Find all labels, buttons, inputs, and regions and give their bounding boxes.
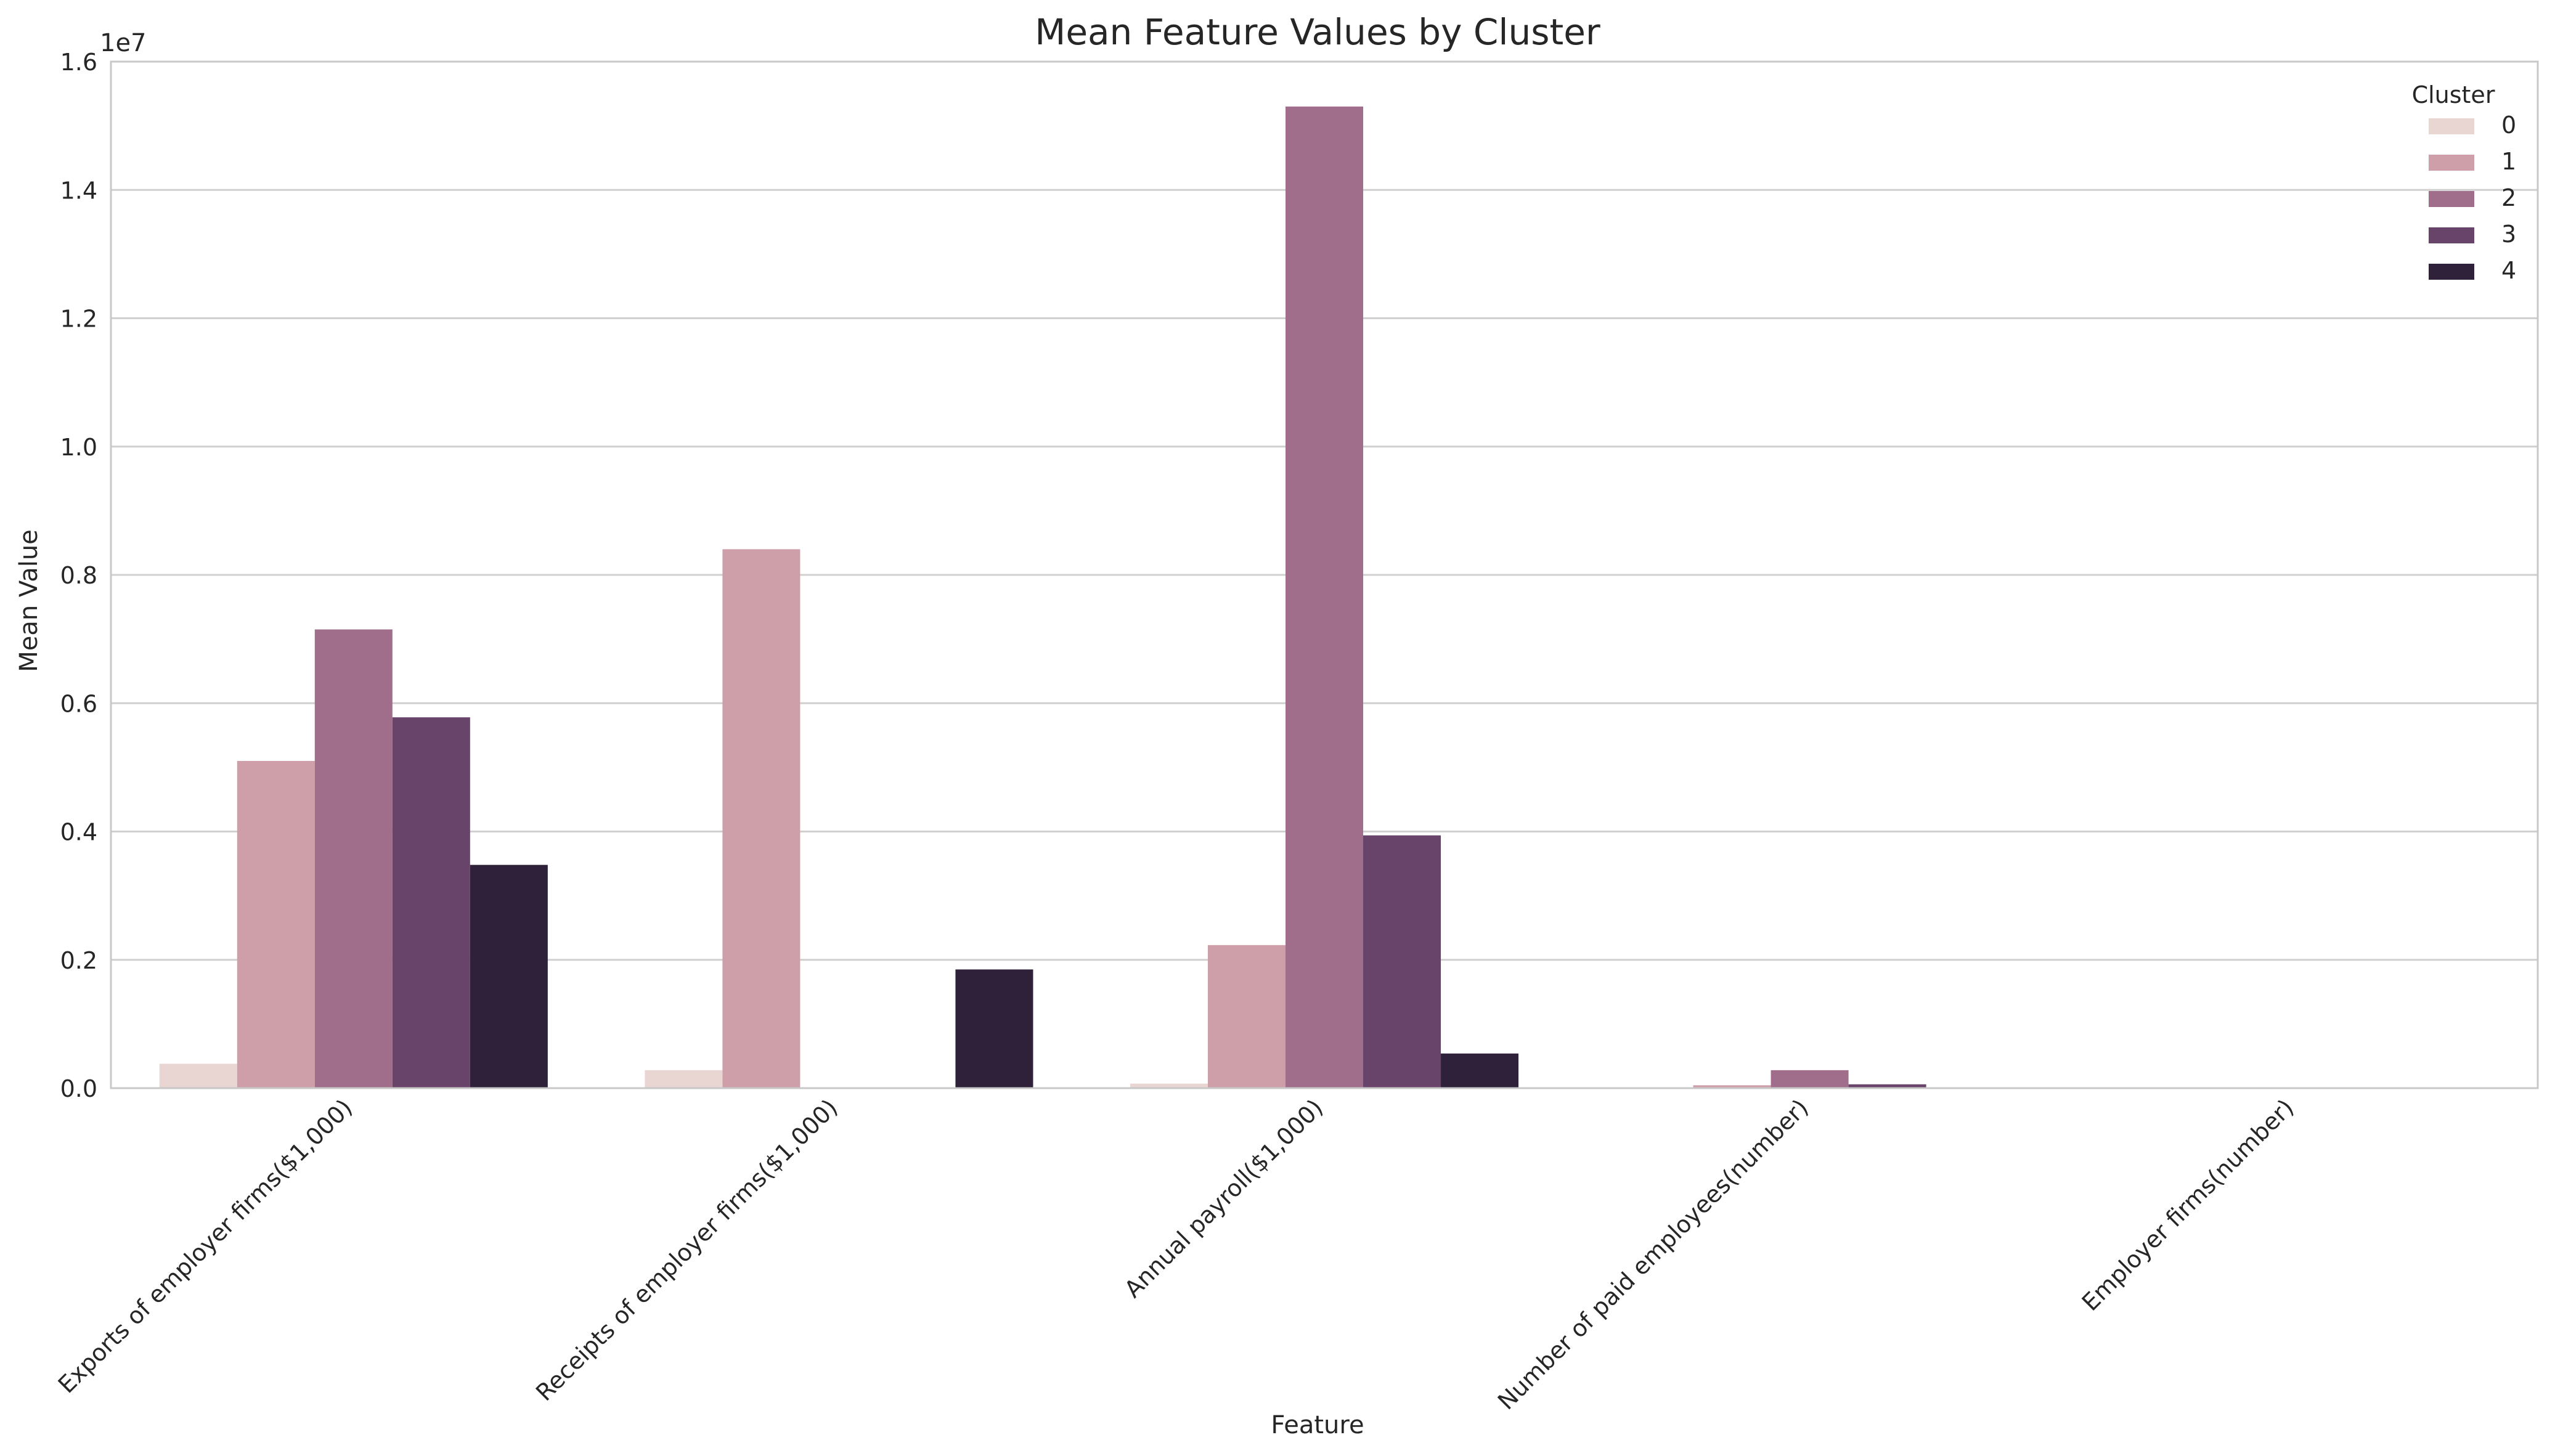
y-axis-label: Mean Value <box>15 529 43 672</box>
y-tick-label: 1.6 <box>60 49 97 76</box>
bar-cluster-2-1 <box>314 629 393 1088</box>
bar-cluster-0-1 <box>159 1064 237 1088</box>
legend-label: 0 <box>2501 112 2516 139</box>
legend-swatch <box>2429 227 2474 243</box>
y-tick-label: 0.6 <box>60 690 97 717</box>
bar-cluster-1-3 <box>1207 945 1286 1088</box>
y-tick-label: 1.4 <box>60 177 97 204</box>
chart-title: Mean Feature Values by Cluster <box>1035 11 1600 53</box>
bar-cluster-4-1 <box>470 864 548 1088</box>
y-tick-label: 0.2 <box>60 947 97 974</box>
y-tick-label: 0.4 <box>60 819 97 846</box>
bars <box>159 106 2490 1089</box>
legend: Cluster 0 1 2 3 4 <box>2412 81 2517 284</box>
legend-label: 1 <box>2501 148 2516 175</box>
legend-title: Cluster <box>2412 81 2495 108</box>
legend-swatch <box>2429 155 2474 171</box>
legend-label: 2 <box>2501 184 2516 211</box>
x-axis-label: Feature <box>1271 1411 1364 1439</box>
y-tick-label: 1.0 <box>60 434 97 461</box>
y-offset-label: 1e7 <box>100 29 147 57</box>
y-tick-label: 0.0 <box>60 1075 97 1102</box>
y-tick-label: 1.2 <box>60 306 97 333</box>
bar-cluster-2-3 <box>1285 106 1364 1089</box>
legend-swatch <box>2429 264 2474 280</box>
bar-cluster-3-1 <box>392 717 470 1088</box>
bar-cluster-0-2 <box>645 1070 723 1088</box>
bar-cluster-2-4 <box>1771 1070 1849 1088</box>
y-tick-labels: 0.0 0.2 0.4 0.6 0.8 1.0 1.2 1.4 1.6 <box>60 49 97 1102</box>
legend-swatch <box>2429 191 2474 207</box>
bar-cluster-3-3 <box>1363 835 1441 1088</box>
bar-cluster-3-4 <box>1848 1084 1926 1088</box>
bar-cluster-1-4 <box>1693 1085 1771 1088</box>
bar-cluster-1-2 <box>722 549 801 1088</box>
plot-frame <box>110 60 2539 1089</box>
y-tick-label: 0.8 <box>60 562 97 589</box>
legend-swatch <box>2429 118 2474 134</box>
bar-cluster-0-3 <box>1130 1083 1208 1088</box>
legend-label: 3 <box>2501 221 2516 248</box>
bar-cluster-1-1 <box>237 760 315 1088</box>
bar-cluster-4-2 <box>955 969 1033 1088</box>
legend-label: 4 <box>2501 257 2516 284</box>
bar-cluster-4-3 <box>1441 1053 1519 1088</box>
